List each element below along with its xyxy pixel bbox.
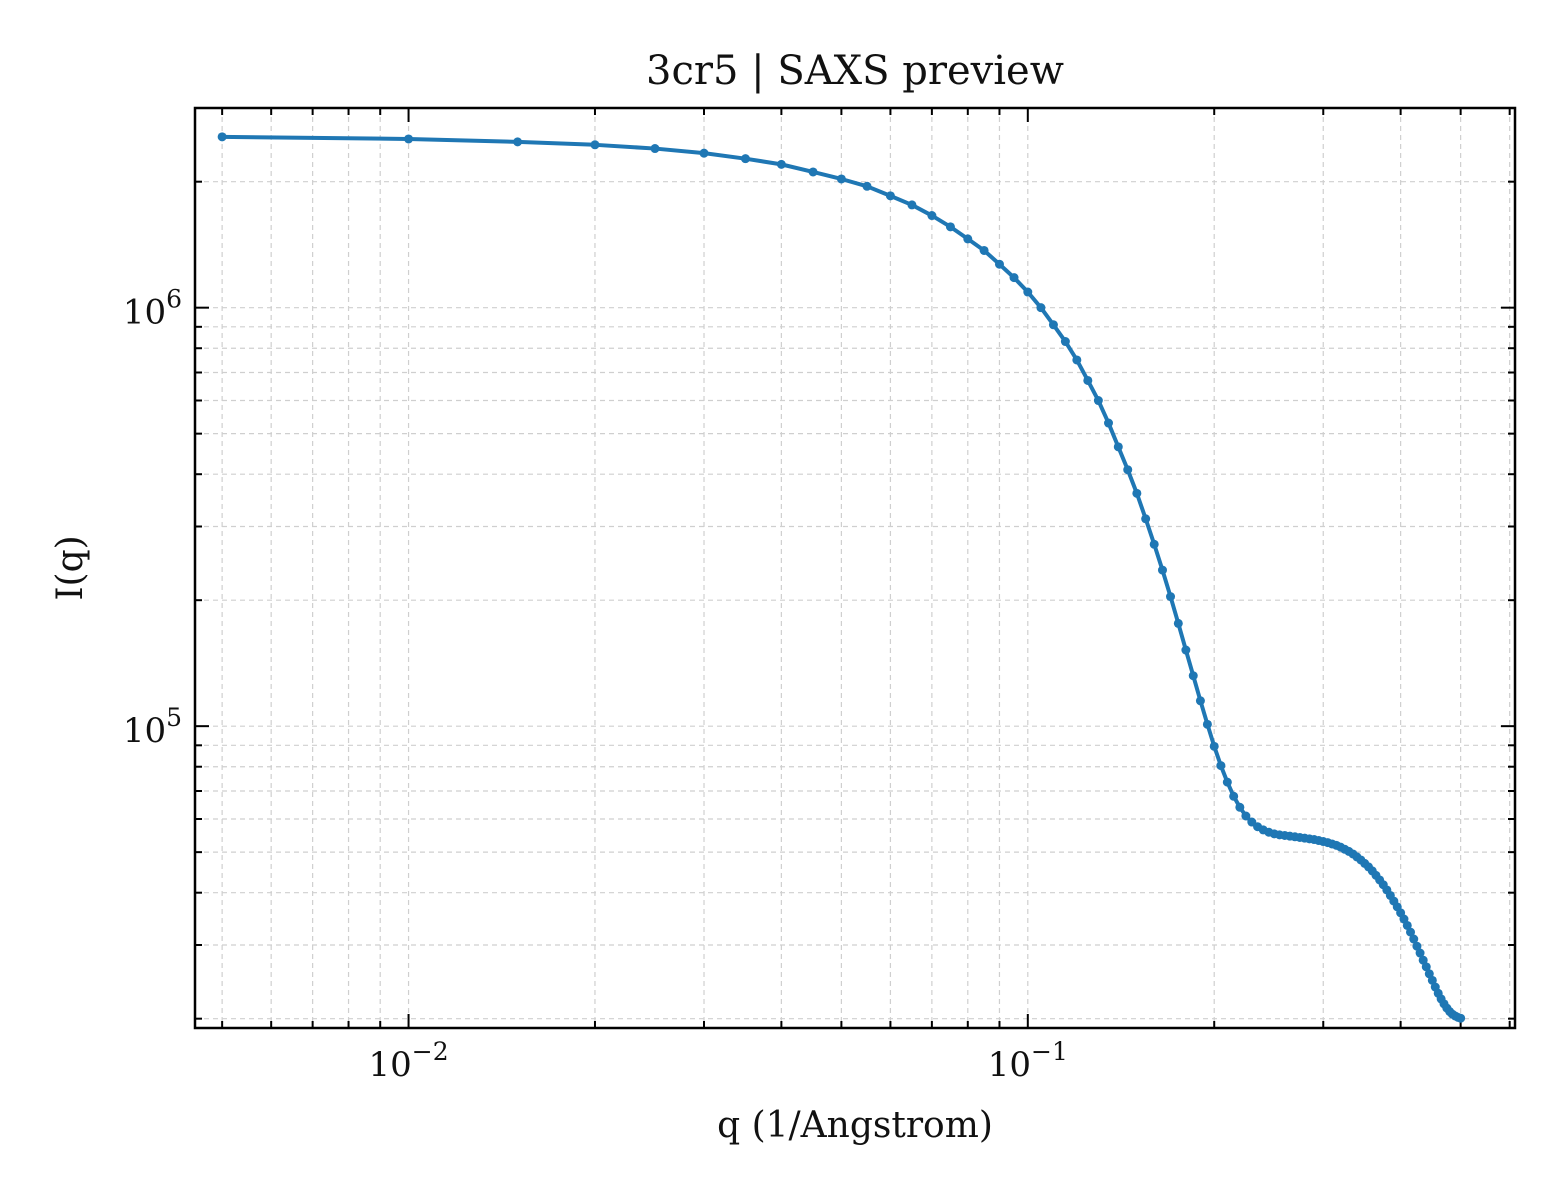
- data-point: [1209, 741, 1219, 751]
- data-point: [1104, 418, 1114, 428]
- data-point: [1157, 565, 1167, 575]
- data-point: [1093, 396, 1103, 406]
- data-point: [1188, 671, 1198, 681]
- data-point: [1415, 948, 1425, 958]
- x-axis-label: q (1/Angstrom): [717, 1105, 993, 1146]
- data-point: [1241, 811, 1251, 821]
- data-point: [1235, 802, 1245, 812]
- data-point: [1427, 975, 1437, 985]
- data-point: [1421, 962, 1431, 972]
- y-axis-label: I(q): [50, 535, 91, 600]
- data-point: [1173, 618, 1183, 628]
- data-point: [1072, 355, 1082, 365]
- data-point: [1036, 303, 1046, 313]
- data-point: [1132, 488, 1142, 498]
- data-point: [404, 134, 414, 144]
- data-point: [1409, 934, 1419, 944]
- data-point: [1406, 927, 1416, 937]
- y-tick-label: 106: [123, 285, 182, 333]
- data-point: [1202, 719, 1212, 729]
- data-point: [1023, 287, 1033, 297]
- grid: [195, 107, 1515, 1028]
- data-point: [217, 132, 227, 142]
- data-point: [1402, 920, 1412, 930]
- data-point: [740, 154, 750, 164]
- data-point: [1216, 761, 1226, 771]
- y-tick-label: 105: [123, 703, 182, 751]
- data-point: [1113, 442, 1123, 452]
- data-point: [1141, 514, 1151, 524]
- data-point: [1060, 337, 1070, 347]
- data-point: [963, 234, 973, 244]
- data-point: [650, 144, 660, 154]
- data-point: [1048, 320, 1058, 330]
- data-point: [1412, 941, 1422, 951]
- data-point: [1456, 1013, 1466, 1023]
- data-point: [836, 174, 846, 184]
- data-point: [927, 211, 937, 221]
- data-point: [994, 259, 1004, 269]
- data-point: [513, 137, 523, 147]
- chart-title: 3cr5 | SAXS preview: [646, 48, 1064, 94]
- data-point: [1222, 777, 1232, 787]
- data-point: [907, 200, 917, 210]
- data-point: [1418, 955, 1428, 965]
- data-point: [1009, 273, 1019, 283]
- plot-frame: [193, 106, 1517, 1030]
- data-point: [862, 181, 872, 191]
- data-point: [1149, 539, 1159, 549]
- data-point: [590, 140, 600, 150]
- data-point: [699, 148, 709, 158]
- data-point: [1123, 465, 1133, 475]
- data-point: [1083, 375, 1093, 385]
- data-point: [979, 245, 989, 255]
- x-tick-label: 10−1: [988, 1037, 1068, 1085]
- data-point: [885, 191, 895, 201]
- data-point: [1195, 696, 1205, 706]
- data-point: [1166, 592, 1176, 602]
- tick-labels: 10−2 10−1 105 106: [123, 285, 1068, 1085]
- data-point: [808, 167, 818, 177]
- x-tick-label: 10−2: [368, 1037, 448, 1085]
- data-point: [776, 159, 786, 169]
- data-point: [1229, 791, 1239, 801]
- data-point: [1181, 645, 1191, 655]
- series: [217, 132, 1466, 1023]
- data-point: [945, 222, 955, 232]
